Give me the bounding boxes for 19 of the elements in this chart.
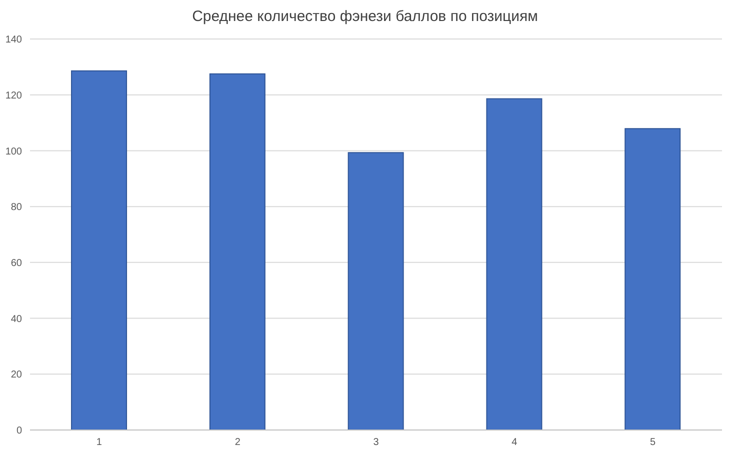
bar (209, 73, 266, 430)
bar (71, 70, 128, 430)
bar (624, 128, 681, 430)
x-tick-label: 2 (234, 437, 241, 448)
x-tick-label: 4 (512, 437, 518, 448)
y-tick-label: 0 (16, 426, 22, 437)
y-tick-label: 100 (5, 146, 22, 158)
x-tick-label: 5 (650, 437, 656, 448)
y-tick-label: 20 (10, 370, 22, 381)
bar (348, 152, 404, 430)
y-tick-label: 40 (10, 314, 22, 325)
chart-title: Среднее количество фэнези баллов по позициям (191, 8, 539, 25)
y-tick-label: 80 (10, 202, 22, 214)
x-tick-label: 3 (373, 437, 380, 448)
y-tick-label: 60 (10, 258, 22, 269)
bar (486, 98, 542, 430)
x-tick-label: 1 (96, 437, 102, 448)
y-tick-label: 140 (5, 34, 22, 46)
y-tick-label: 120 (5, 90, 22, 102)
